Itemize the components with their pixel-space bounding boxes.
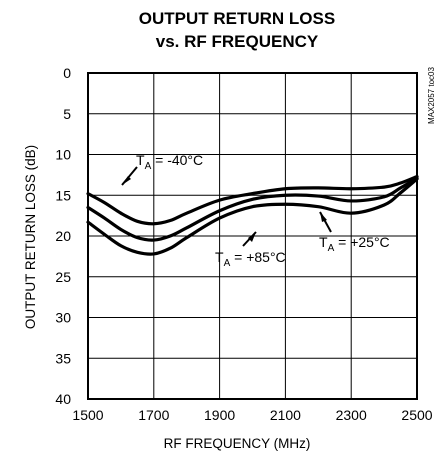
x-tick-label: 2300 [336, 407, 367, 423]
annotation-plus25: TA = +25°C [319, 234, 390, 254]
x-tick-label: 1900 [204, 407, 235, 423]
y-tick-label: 25 [55, 269, 71, 285]
x-axis-label: RF FREQUENCY (MHz) [164, 436, 311, 451]
chart-title-line2: vs. RF FREQUENCY [156, 32, 319, 51]
series-line-plus85 [86, 177, 419, 256]
series-line-minus40 [86, 174, 419, 226]
x-tick-label: 2500 [401, 407, 432, 423]
series-line-plus25 [86, 176, 419, 242]
figure-code: MAX2057 toc03 [427, 67, 436, 124]
x-tick-labels: 1500 1700 1900 2100 2300 2500 [72, 407, 432, 423]
y-tick-label: 30 [55, 310, 71, 326]
y-tick-label: 20 [55, 228, 71, 244]
annotation-minus40: TA = -40°C [136, 152, 203, 172]
y-tick-label: 5 [63, 106, 71, 122]
y-tick-label: 35 [55, 350, 71, 366]
y-tick-label: 10 [55, 147, 71, 163]
chart-title-line1: OUTPUT RETURN LOSS [139, 9, 335, 28]
annotation-plus85: TA = +85°C [215, 249, 286, 269]
x-tick-label: 1700 [138, 407, 169, 423]
y-tick-labels: 0 5 10 15 20 25 30 35 40 [55, 65, 71, 407]
plot-frame [87, 72, 418, 400]
annotation-arrowhead-plus85 [248, 232, 256, 242]
x-tick-label: 1500 [72, 407, 103, 423]
x-tick-label: 2100 [270, 407, 301, 423]
y-tick-label: 40 [55, 391, 71, 407]
y-axis-label: OUTPUT RETURN LOSS (dB) [23, 145, 38, 329]
annotation-arrowhead-minus40 [122, 176, 131, 185]
y-tick-label: 15 [55, 187, 71, 203]
annotation-arrowhead-plus25 [320, 212, 327, 222]
y-tick-label: 0 [63, 65, 71, 81]
grid-lines [88, 73, 417, 399]
curves [86, 174, 419, 256]
